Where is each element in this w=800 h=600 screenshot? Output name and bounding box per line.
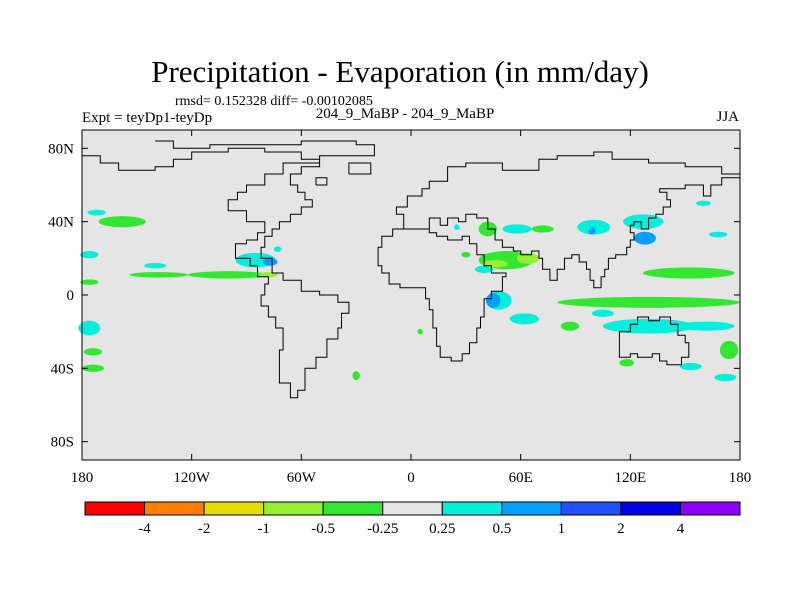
anomaly-patch (623, 214, 664, 230)
anomaly-patch (502, 224, 532, 234)
colorbar: -4 -2 -1 -0.5 -0.25 0.25 0.5 1 2 4 (84, 501, 741, 537)
colorbar-swatch (620, 501, 681, 516)
coastline (395, 151, 740, 229)
season-label: JJA (716, 109, 739, 125)
anomaly-patches (78, 200, 740, 382)
anomaly-patch (714, 373, 737, 382)
anomaly-patch (188, 271, 269, 279)
x-tick-label: 180 (71, 470, 94, 486)
colorbar-swatch (322, 501, 384, 516)
y-tick-label: 0 (67, 288, 75, 304)
y-tick-label: 40S (51, 361, 74, 377)
y-tick-label: 40N (48, 215, 74, 231)
anomaly-patch (83, 348, 103, 356)
colorbar-swatch (84, 501, 146, 516)
anomaly-patch (557, 296, 740, 308)
anomaly-patch (78, 320, 101, 336)
anomaly-patch (144, 262, 167, 269)
colorbar-swatch (501, 501, 562, 516)
x-tick-label: 120W (173, 470, 211, 486)
anomaly-patch (679, 362, 702, 371)
chart-title: Precipitation - Evaporation (in mm/day) (151, 54, 649, 89)
colorbar-label: -0.5 (311, 521, 335, 537)
colorbar-label: -1 (257, 521, 270, 537)
colorbar-swatch (263, 501, 324, 516)
anomaly-patch (719, 340, 739, 360)
y-tick-label: 80S (51, 435, 74, 451)
colorbar-swatch (203, 501, 265, 516)
anomaly-patch (560, 321, 580, 331)
anomaly-patch (696, 200, 711, 207)
anomaly-patch (591, 309, 614, 318)
colorbar-swatch (679, 501, 741, 516)
coastline (315, 177, 328, 186)
anomaly-patch (619, 359, 634, 367)
coastline (348, 162, 372, 175)
anomaly-patch (87, 209, 106, 216)
anomaly-patch (633, 231, 656, 245)
colorbar-swatch (560, 501, 622, 516)
map-background (82, 130, 740, 460)
coastline (618, 316, 690, 366)
colorbar-swatch (441, 501, 503, 516)
anomaly-patch (517, 252, 539, 264)
colorbar-label: 4 (677, 521, 685, 537)
colorbar-label: -0.25 (367, 521, 398, 537)
anomaly-patch (273, 246, 282, 252)
anomaly-patch (643, 267, 735, 279)
anomaly-patch (461, 251, 471, 258)
coastline (428, 177, 740, 289)
anomaly-patch (80, 251, 99, 259)
x-tick-label: 180 (729, 470, 752, 486)
x-tick-label: 120E (614, 470, 646, 486)
anomaly-patch (262, 258, 278, 266)
anomaly-patch (531, 225, 554, 233)
anomaly-patch (679, 321, 735, 331)
anomaly-patch (577, 219, 611, 235)
anomaly-patch (417, 328, 423, 335)
anomaly-patch (482, 260, 508, 268)
anomaly-patch (602, 318, 695, 334)
anomaly-patch (474, 265, 494, 274)
anomaly-patch (485, 293, 501, 308)
x-tick-label: 60W (287, 470, 317, 486)
anomaly-patch (588, 227, 596, 235)
anomaly-patch (453, 224, 460, 230)
coastlines (82, 140, 740, 399)
colorbar-label: 1 (558, 521, 566, 537)
colorbar-label: 2 (617, 521, 625, 537)
experiment-label: Expt = teyDp1-teyDp (82, 110, 213, 126)
colorbar-label: -2 (198, 521, 211, 537)
x-tick-label: 0 (407, 470, 415, 486)
coastline (377, 228, 507, 362)
anomaly-patch (82, 364, 104, 373)
colorbar-label: 0.5 (492, 521, 511, 537)
coastline (82, 140, 375, 399)
x-tick-label: 60E (509, 470, 533, 486)
colorbar-label: 0.25 (429, 521, 455, 537)
anomaly-patch (509, 313, 539, 325)
anomaly-patch (80, 279, 99, 285)
anomaly-patch (708, 231, 728, 238)
case-label: 204_9_MaBP - 204_9_MaBP (315, 106, 495, 122)
colorbar-label: -4 (138, 521, 151, 537)
anomaly-patch (352, 371, 360, 381)
rmsd-diff-stats: rmsd= 0.152328 diff= -0.00102085 (175, 94, 373, 109)
y-tick-label: 80N (48, 141, 74, 157)
colorbar-swatch (144, 501, 205, 516)
axes: 180 120W 60W 0 60E 120E 180 80N 40N 0 40S 80S (48, 130, 751, 486)
colorbar-swatch (382, 501, 443, 516)
anomaly-patch (98, 216, 146, 228)
anomaly-patch (129, 272, 189, 278)
